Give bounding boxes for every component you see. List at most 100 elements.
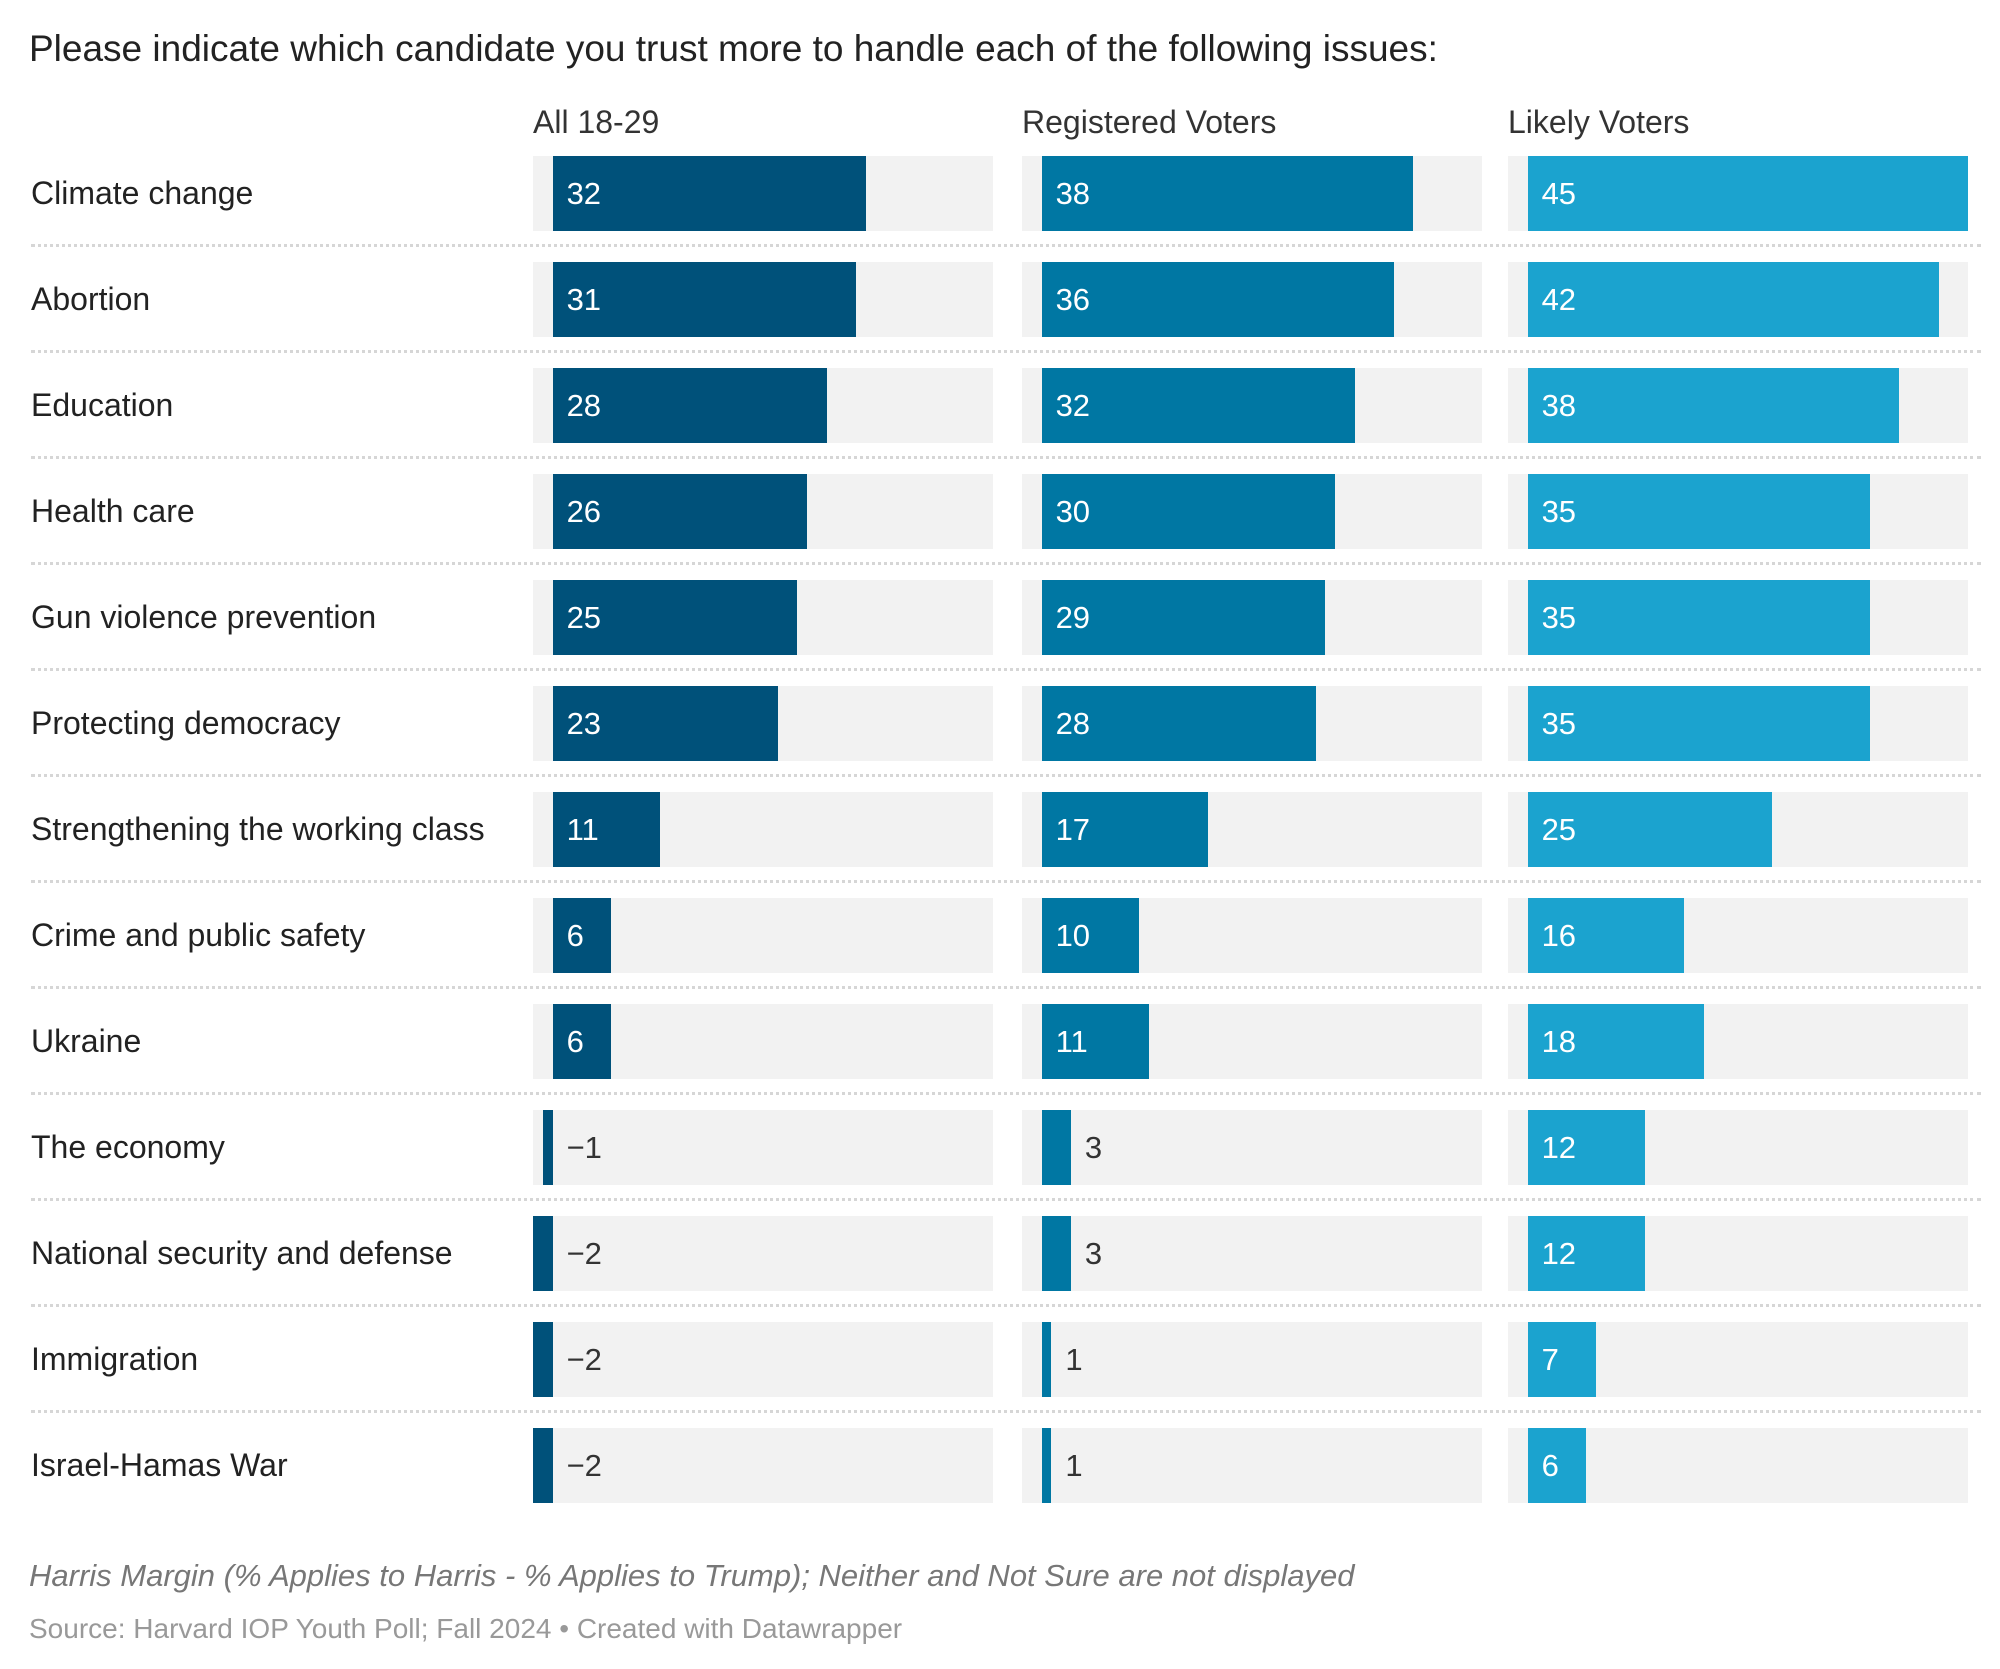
bar <box>552 156 866 231</box>
bar <box>1527 474 1871 549</box>
data-label: 25 <box>566 600 602 635</box>
data-label: 32 <box>566 176 602 211</box>
bar-background <box>533 1428 993 1503</box>
row-label: Immigration <box>31 1341 199 1377</box>
bar <box>1527 898 1685 973</box>
bar <box>533 1216 553 1291</box>
bar <box>1527 580 1871 655</box>
bar <box>552 262 856 337</box>
bar <box>1527 792 1773 867</box>
data-label: 36 <box>1055 282 1091 317</box>
data-label: 3 <box>1084 1236 1103 1271</box>
bar <box>552 368 827 443</box>
data-label: 31 <box>566 282 602 317</box>
row-separator <box>31 1198 1981 1201</box>
column-header-likely-voters: Likely Voters <box>1508 104 1690 140</box>
data-label: −2 <box>566 1448 602 1483</box>
bar <box>1041 1428 1052 1503</box>
data-label: 28 <box>1055 706 1091 741</box>
row-separator <box>31 562 1981 565</box>
data-label: 35 <box>1541 494 1577 529</box>
bar <box>1041 580 1326 655</box>
row-label: Ukraine <box>31 1023 142 1059</box>
data-label: 18 <box>1541 1024 1577 1059</box>
bar <box>552 686 778 761</box>
data-label: 6 <box>566 1024 584 1059</box>
data-label: 11 <box>566 812 599 847</box>
data-label: 11 <box>1055 1024 1088 1059</box>
row-separator <box>31 244 1981 247</box>
chart-title: Please indicate which candidate you trus… <box>29 28 1438 69</box>
bar <box>552 792 661 867</box>
data-label: 6 <box>1541 1448 1559 1483</box>
bar <box>1041 1004 1150 1079</box>
bar <box>542 1110 553 1185</box>
bar <box>1527 1004 1704 1079</box>
data-label: 16 <box>1541 918 1577 953</box>
data-label: 3 <box>1084 1130 1103 1165</box>
data-label: 35 <box>1541 600 1577 635</box>
bar <box>1041 262 1394 337</box>
data-label: 38 <box>1055 176 1091 211</box>
bar-background <box>1022 1428 1482 1503</box>
bar <box>1041 898 1140 973</box>
bar <box>1041 474 1336 549</box>
data-label: 6 <box>566 918 584 953</box>
row-label: The economy <box>31 1129 225 1165</box>
bar-background <box>1022 1110 1482 1185</box>
bar <box>1527 368 1900 443</box>
data-label: 38 <box>1541 388 1577 423</box>
row-separator <box>31 986 1981 989</box>
bar <box>533 1322 553 1397</box>
bar-background <box>1022 1322 1482 1397</box>
data-label: 23 <box>566 706 602 741</box>
bar-background <box>533 1322 993 1397</box>
bar <box>552 580 798 655</box>
data-label: 1 <box>1065 1448 1083 1483</box>
bar <box>552 898 612 973</box>
data-label: 7 <box>1541 1342 1559 1377</box>
row-label: National security and defense <box>31 1235 453 1271</box>
row-separator <box>31 668 1981 671</box>
data-label: 29 <box>1055 600 1091 635</box>
row-label: Strengthening the working class <box>31 811 485 847</box>
row-label: Crime and public safety <box>31 917 366 953</box>
data-label: 32 <box>1055 388 1091 423</box>
bar <box>1527 1216 1645 1291</box>
bar <box>1527 262 1939 337</box>
data-label: 35 <box>1541 706 1577 741</box>
bar <box>533 1428 553 1503</box>
row-label: Gun violence prevention <box>31 599 377 635</box>
bar <box>1041 1216 1071 1291</box>
bar <box>552 474 808 549</box>
row-separator <box>31 1410 1981 1413</box>
column-header-registered-voters: Registered Voters <box>1022 104 1277 140</box>
data-label: 1 <box>1065 1342 1083 1377</box>
data-label: 12 <box>1541 1130 1577 1165</box>
column-header-all-18-29: All 18-29 <box>533 104 660 140</box>
data-label: 30 <box>1055 494 1091 529</box>
bar <box>1041 1322 1052 1397</box>
data-label: 17 <box>1055 812 1091 847</box>
data-label: −2 <box>566 1342 602 1377</box>
row-label: Israel-Hamas War <box>31 1447 288 1483</box>
bar <box>1527 686 1871 761</box>
data-label: 28 <box>566 388 602 423</box>
row-separator <box>31 456 1981 459</box>
row-label: Climate change <box>31 175 254 211</box>
bar <box>1041 1110 1071 1185</box>
data-label: 26 <box>566 494 602 529</box>
bar <box>1041 368 1355 443</box>
data-label: 12 <box>1541 1236 1577 1271</box>
data-label: −1 <box>566 1130 602 1165</box>
row-separator <box>31 1304 1981 1307</box>
row-separator <box>31 774 1981 777</box>
bar <box>1041 686 1316 761</box>
row-label: Protecting democracy <box>31 705 341 741</box>
data-label: 10 <box>1055 918 1091 953</box>
bar <box>552 1004 612 1079</box>
bar <box>1527 156 1968 231</box>
chart-source: Source: Harvard IOP Youth Poll; Fall 202… <box>29 1613 903 1644</box>
bar-background <box>533 1110 993 1185</box>
data-label: −2 <box>566 1236 602 1271</box>
